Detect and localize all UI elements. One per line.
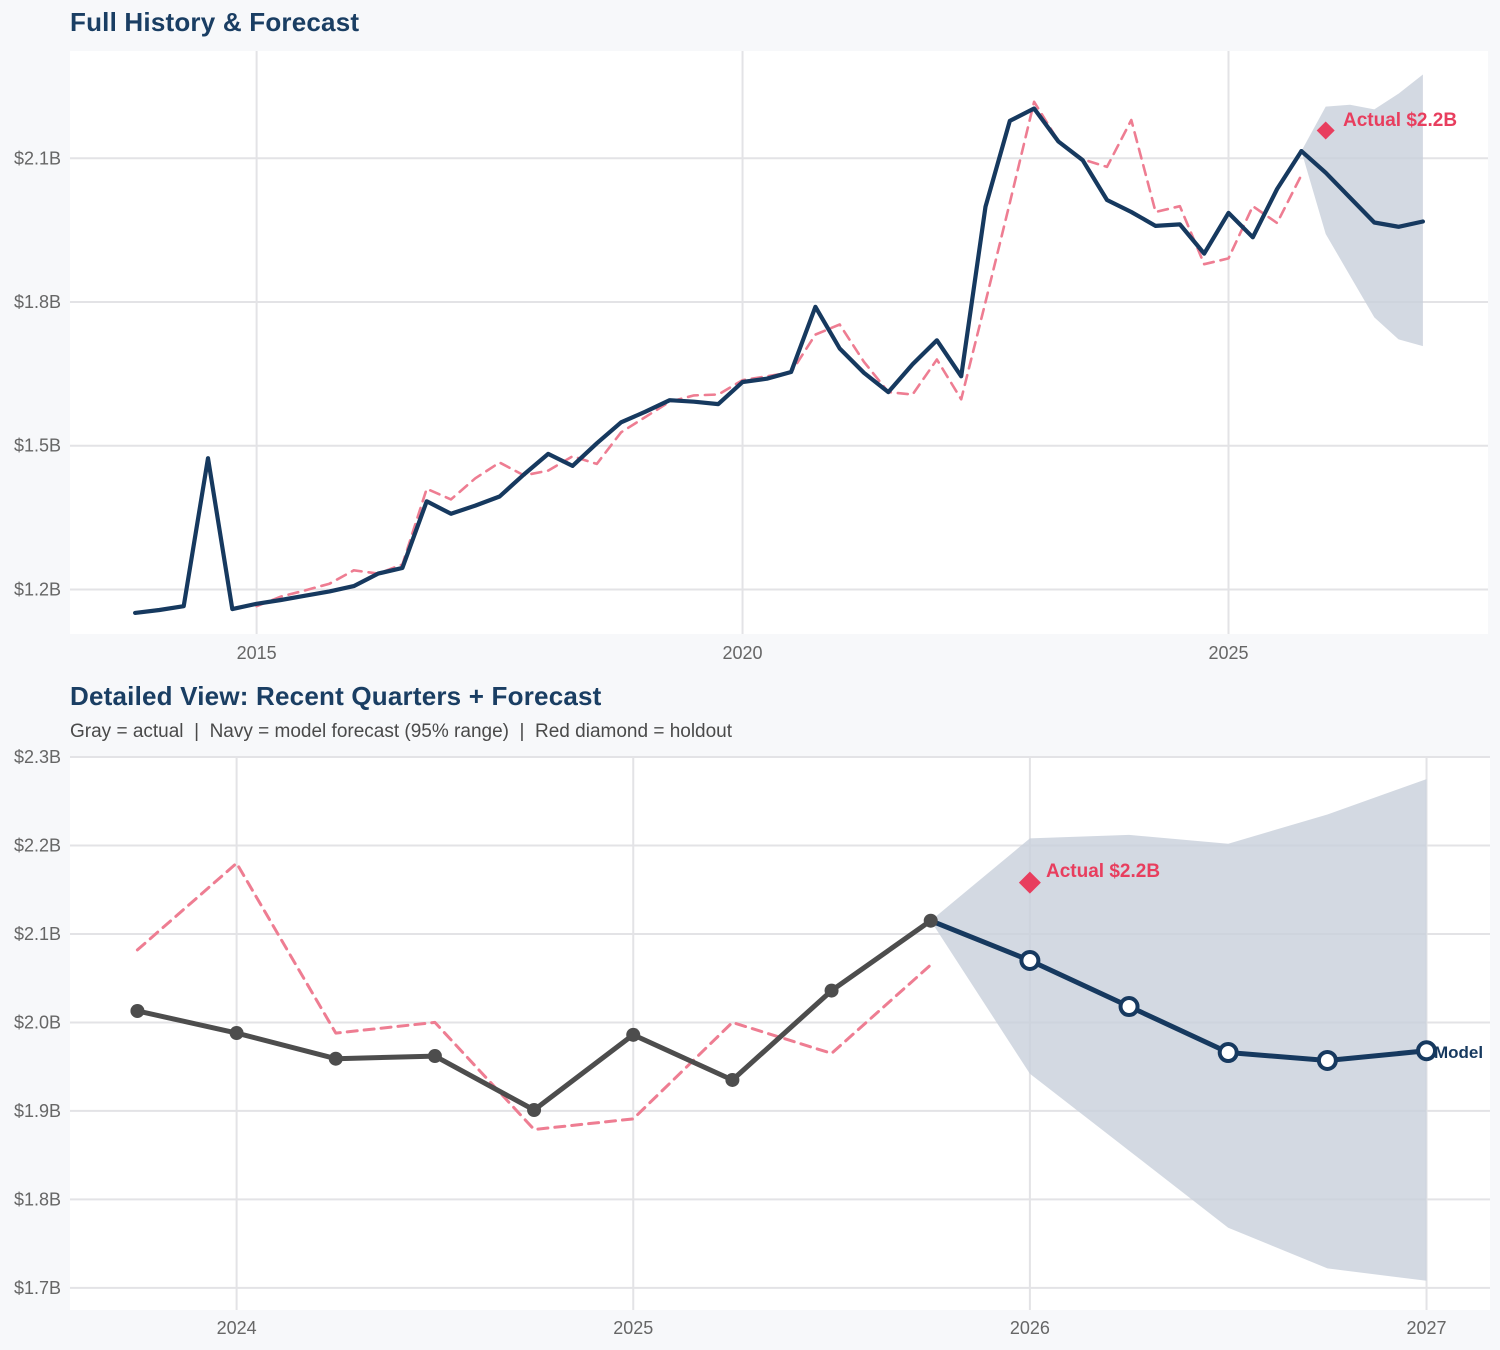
y-axis-tick-label: $2.2B [14,835,61,855]
actual-point-marker [427,1049,442,1064]
y-axis-tick-label: $1.5B [14,436,61,456]
forecast-point-marker [1416,1040,1438,1062]
x-axis-tick-label: 2020 [723,643,763,663]
x-axis-tick-label: 2024 [217,1318,257,1338]
y-axis-tick-label: $1.8B [14,292,61,312]
model-line-label: Model [1434,1043,1484,1062]
actual-point-marker [824,983,839,998]
bottom-chart-legend-subtitle: Gray = actual | Navy = model forecast (9… [70,721,733,742]
top-holdout-annotation: Actual $2.2B [1343,110,1458,131]
holdout-diamond-icon [1018,871,1041,894]
actual-point-marker [626,1027,641,1042]
y-axis-tick-label: $2.1B [14,148,61,168]
forecast-point-marker [1217,1042,1239,1064]
model-fit-line [135,861,933,1131]
bottom-holdout-annotation: Actual $2.2B [1046,861,1161,882]
y-axis-tick-label: $2.3B [14,747,61,767]
x-axis-tick-label: 2027 [1407,1318,1447,1338]
forecast-point-marker [1019,950,1041,972]
x-axis-tick-label: 2026 [1010,1318,1050,1338]
actual-point-marker [725,1072,740,1087]
top-chart-title: Full History & Forecast [70,7,360,37]
y-axis-tick-label: $1.9B [14,1101,61,1121]
y-axis-tick-label: $1.7B [14,1278,61,1298]
plot-area [70,51,1488,634]
y-axis-tick-label: $2.0B [14,1012,61,1032]
model-forecast-line [928,918,1429,1063]
forecast-point-marker [1316,1049,1338,1071]
y-axis-tick-label: $1.2B [14,579,61,599]
model-forecast-line [1299,149,1425,229]
bottom-chart-title: Detailed View: Recent Quarters + Forecas… [70,681,602,711]
actual-point-marker [527,1103,542,1118]
actual-point-marker [130,1003,145,1018]
x-axis-tick-label: 2025 [1208,643,1248,663]
y-axis-tick-label: $2.1B [14,924,61,944]
actual-point-marker [328,1051,343,1066]
actual-point-marker [923,913,938,928]
actual-point-marker [229,1026,244,1041]
x-axis-tick-label: 2015 [237,643,277,663]
actual-history-line [133,106,1304,615]
x-axis-tick-label: 2025 [613,1318,653,1338]
holdout-diamond-icon [1316,121,1335,140]
y-axis-tick-label: $1.8B [14,1189,61,1209]
forecast-point-marker [1118,996,1140,1018]
